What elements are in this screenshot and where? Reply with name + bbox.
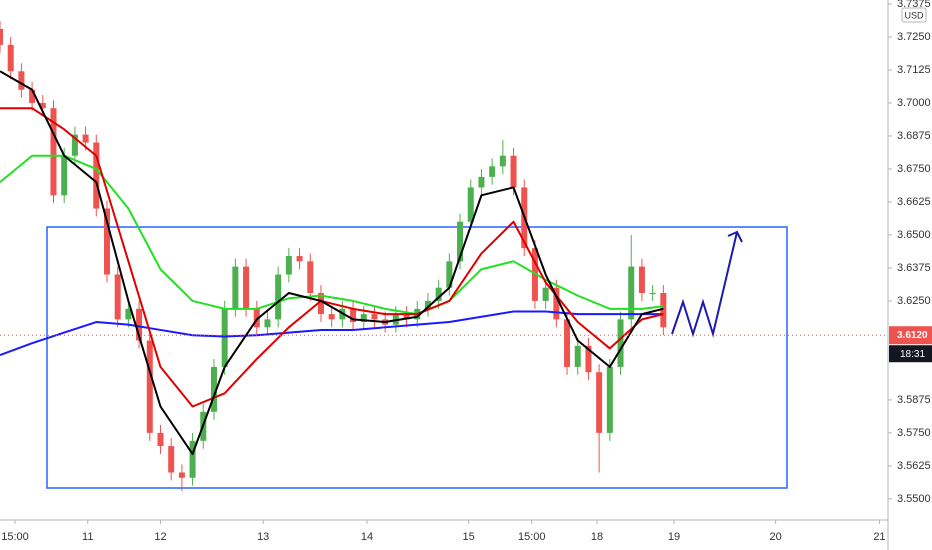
x-tick-label: 15:00 <box>518 531 546 543</box>
candle-body <box>18 71 25 90</box>
candle-body <box>435 287 442 301</box>
candle-body <box>125 308 132 320</box>
y-tick-label: 3.5625 <box>897 460 931 472</box>
x-tick-label: 14 <box>361 531 373 543</box>
candle-body <box>510 155 517 188</box>
x-tick-label: 20 <box>770 531 782 543</box>
candle-body <box>253 308 260 328</box>
y-tick-label: 3.6750 <box>897 163 931 175</box>
projection-path <box>671 231 738 338</box>
y-tick-label: 3.6250 <box>897 295 931 307</box>
currency-box <box>901 7 927 23</box>
candle-body <box>189 440 196 478</box>
candle-body <box>61 155 68 196</box>
candle-body <box>596 372 603 433</box>
candle-body <box>285 256 292 275</box>
candle-body <box>553 287 560 320</box>
ma-line <box>0 70 664 456</box>
candle-body <box>210 366 217 412</box>
candle-body <box>103 208 110 275</box>
y-tick-label: 3.6375 <box>897 262 931 274</box>
candle-body <box>606 366 613 433</box>
projection-arrowhead <box>727 230 743 243</box>
x-tick-label: 12 <box>154 531 166 543</box>
x-tick-label: 21 <box>873 531 885 543</box>
candle-body <box>424 300 431 309</box>
candle-body <box>39 102 46 109</box>
candle-body <box>360 314 367 323</box>
y-tick-label: 3.7000 <box>897 97 931 109</box>
candle-body <box>136 308 143 341</box>
candle-body <box>457 221 464 262</box>
candle-body <box>478 176 485 188</box>
candle-body <box>317 292 324 315</box>
candle-body <box>264 319 271 328</box>
candle-body <box>585 345 592 373</box>
candle-body <box>371 314 378 320</box>
plot-area <box>0 21 667 491</box>
candle-body <box>307 261 314 293</box>
candle-body <box>660 292 667 328</box>
x-tick-label: 15 <box>462 531 474 543</box>
x-tick-label: 18 <box>591 531 603 543</box>
y-tick-label: 3.5875 <box>897 394 931 406</box>
candle-body <box>617 319 624 367</box>
candle-body <box>489 166 496 177</box>
candle-body <box>29 89 36 103</box>
candle-body <box>93 142 100 209</box>
candle-body <box>71 134 78 156</box>
y-tick-label: 3.7125 <box>897 64 931 76</box>
candle-body <box>157 432 164 447</box>
y-tick-label: 3.5500 <box>897 493 931 505</box>
candle-body <box>275 274 282 320</box>
x-tick-label: 11 <box>82 531 93 543</box>
candle-body <box>574 345 581 367</box>
last-price-box <box>889 326 932 345</box>
x-tick-label: 15:00 <box>1 531 29 543</box>
y-tick-label: 3.5750 <box>897 427 931 439</box>
y-tick-label: 3.6875 <box>897 130 931 142</box>
x-tick-label: 13 <box>257 531 269 543</box>
candle-body <box>232 266 239 309</box>
candle-body <box>499 155 506 167</box>
candle-body <box>7 44 14 72</box>
currency-label: USD <box>904 10 924 20</box>
y-tick-label: 3.6500 <box>897 229 931 241</box>
y-tick-label: 3.7375 <box>897 0 931 10</box>
y-tick-label: 3.7250 <box>897 31 931 43</box>
candle-body <box>628 266 635 320</box>
candle-body <box>243 266 250 309</box>
x-tick-label: 19 <box>668 531 680 543</box>
ma-line <box>0 154 664 316</box>
ma-line <box>0 310 664 356</box>
candle-body <box>542 287 549 301</box>
candle-body <box>0 29 3 45</box>
ma-line <box>0 107 664 408</box>
candle-body <box>467 187 474 222</box>
candle-body <box>146 340 153 433</box>
candle-body <box>403 314 410 320</box>
candle-body <box>296 256 303 262</box>
candle-body <box>564 319 571 367</box>
candle-body <box>82 134 89 143</box>
candle-body <box>178 472 185 478</box>
countdown-label: 18:31 <box>900 349 925 360</box>
candle-body <box>350 308 357 323</box>
candle-body <box>638 266 645 293</box>
countdown-box <box>889 345 932 363</box>
y-tick-label: 3.6625 <box>897 196 931 208</box>
candle-body <box>328 314 335 320</box>
candle-body <box>50 108 57 196</box>
candle-body <box>221 308 228 367</box>
candle-body <box>168 446 175 473</box>
last-price-label: 3.6120 <box>897 330 928 341</box>
candle-body <box>114 274 121 320</box>
candle-body <box>446 261 453 288</box>
range-box <box>46 226 788 489</box>
candle-body <box>649 292 656 294</box>
